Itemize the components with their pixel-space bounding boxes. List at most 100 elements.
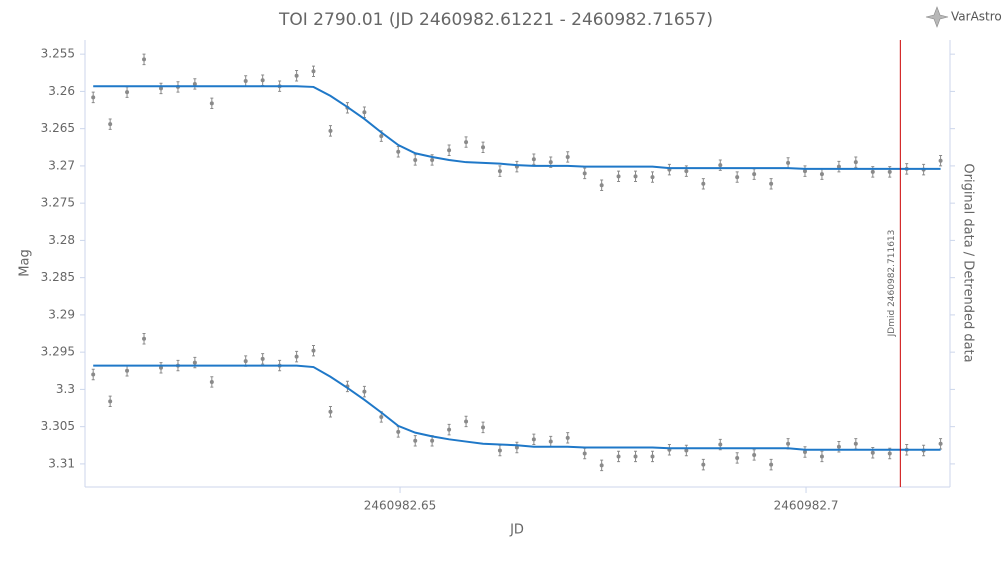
data-point [718, 442, 723, 447]
y-tick-label: 3.285 [41, 270, 75, 284]
model-line [93, 364, 941, 451]
data-point [599, 463, 604, 468]
y-tick-label: 3.26 [48, 84, 75, 98]
data-point [142, 57, 147, 62]
data-point [379, 414, 384, 419]
y-tick-label: 3.275 [41, 196, 75, 210]
data-point [413, 438, 418, 443]
model-line [93, 85, 941, 170]
data-point [938, 158, 943, 163]
data-point [209, 379, 214, 384]
y-tick-label: 3.28 [48, 233, 75, 247]
data-point [650, 175, 655, 180]
data-point [192, 81, 197, 86]
data-point [582, 171, 587, 176]
data-point [786, 441, 791, 446]
data-point [125, 90, 130, 95]
data-point [91, 95, 96, 100]
data-point [531, 437, 536, 442]
data-point [209, 101, 214, 106]
y-tick-label: 3.3 [56, 382, 75, 396]
data-point [548, 160, 553, 165]
data-point [159, 365, 164, 370]
data-point [802, 449, 807, 454]
data-point [650, 454, 655, 459]
x-tick-label: 2460982.7 [774, 499, 839, 513]
data-point [328, 128, 333, 133]
data-point [819, 454, 824, 459]
data-point [294, 73, 299, 78]
y-axis-title: Mag [18, 249, 33, 276]
data-point [430, 438, 435, 443]
brand: VarAstro [951, 10, 1002, 24]
data-point [870, 450, 875, 455]
data-point [735, 455, 740, 460]
data-point [565, 154, 570, 159]
data-point [294, 354, 299, 359]
data-point [497, 169, 502, 174]
data-point [582, 451, 587, 456]
data-point [464, 419, 469, 424]
y-tick-label: 3.265 [41, 121, 75, 135]
data-point [735, 175, 740, 180]
data-point [260, 356, 265, 361]
data-point [362, 389, 367, 394]
data-point [125, 368, 130, 373]
chart-title: TOI 2790.01 (JD 2460982.61221 - 2460982.… [278, 10, 713, 30]
x-axis-title: JD [509, 523, 524, 538]
data-point [328, 409, 333, 414]
y2-axis-title: Original data / Detrended data [961, 163, 976, 362]
y-tick-label: 3.305 [41, 419, 75, 433]
data-point [311, 69, 316, 74]
y-tick-label: 3.295 [41, 345, 75, 359]
y-tick-label: 3.29 [48, 307, 75, 321]
data-point [464, 140, 469, 145]
data-point [701, 181, 706, 186]
data-point [819, 172, 824, 177]
x-tick-label: 2460982.65 [364, 499, 437, 513]
data-point [938, 441, 943, 446]
data-point [396, 429, 401, 434]
data-point [616, 174, 621, 179]
data-point [108, 122, 113, 127]
data-point [447, 427, 452, 432]
data-point [514, 445, 519, 450]
data-point [243, 78, 248, 83]
data-point [684, 169, 689, 174]
data-point [108, 399, 113, 404]
data-point [430, 157, 435, 162]
data-point [853, 160, 858, 165]
data-point [633, 454, 638, 459]
data-point [91, 372, 96, 377]
data-point [362, 110, 367, 115]
data-point [802, 169, 807, 174]
jdmid-label: JDmid 2460982.711613 [887, 230, 897, 338]
data-point [447, 148, 452, 153]
data-point [887, 451, 892, 456]
data-point [243, 359, 248, 364]
data-point [192, 360, 197, 365]
data-point [481, 425, 486, 430]
data-point [142, 336, 147, 341]
data-point [616, 454, 621, 459]
data-point [379, 134, 384, 139]
logo: VarAstro [925, 6, 1002, 28]
data-point [836, 164, 841, 169]
data-point [836, 444, 841, 449]
data-point [413, 157, 418, 162]
y-tick-label: 3.31 [48, 456, 75, 470]
data-point [548, 439, 553, 444]
data-point [396, 149, 401, 154]
y-tick-label: 3.27 [48, 158, 75, 172]
data-point [481, 145, 486, 150]
data-point [531, 157, 536, 162]
data-point [599, 183, 604, 188]
data-point [769, 462, 774, 467]
data-point [887, 169, 892, 174]
data-point [870, 169, 875, 174]
data-point [497, 448, 502, 453]
data-point [701, 462, 706, 467]
data-point [786, 160, 791, 165]
data-point [718, 163, 723, 168]
